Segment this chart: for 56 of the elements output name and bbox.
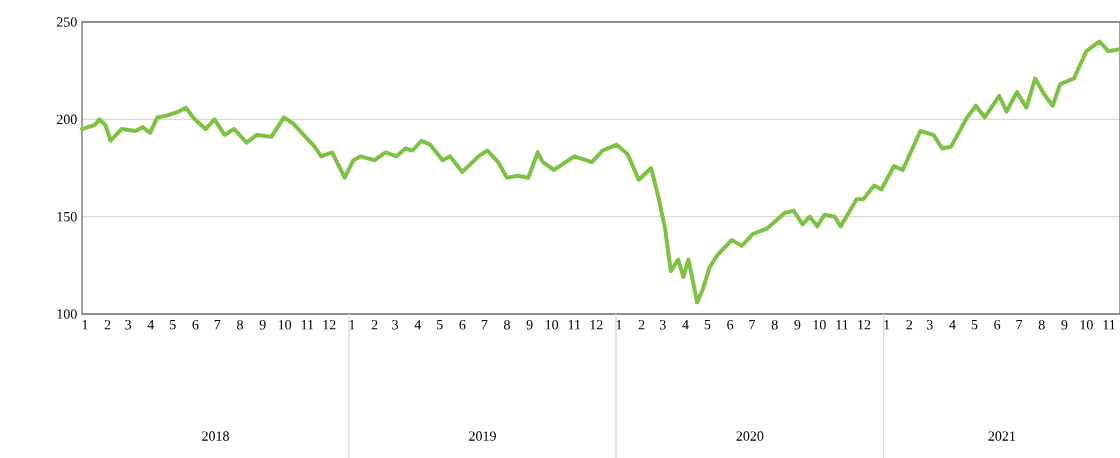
text: 2020 <box>736 431 764 441</box>
x-tick-label: 10 <box>813 320 826 330</box>
x-tick-label: 4 <box>682 320 689 330</box>
text: 2019 <box>469 431 496 441</box>
x-tick-label: 6 <box>459 320 466 330</box>
y-tick-label: 150 <box>57 211 77 222</box>
x-tick-label: 1 <box>616 320 622 330</box>
x-tick-label: 5 <box>971 320 978 330</box>
x-tick-label: 3 <box>926 320 933 330</box>
x-tick-label: 11 <box>836 320 848 330</box>
x-tick-label: 8 <box>237 320 243 330</box>
y-tick-label: 100 <box>57 309 77 319</box>
y-tick-label: 200 <box>56 114 77 125</box>
x-tick-label: 8 <box>771 320 778 330</box>
x-tick-label: 1 <box>884 320 890 330</box>
x-tick-label: 7 <box>481 320 488 330</box>
x-tick-label: 4 <box>414 320 422 330</box>
x-tick-label: 9 <box>1061 320 1068 330</box>
x-tick-label: 11 <box>1103 320 1115 330</box>
x-tick-label: 11 <box>301 320 314 330</box>
text: 2018 <box>202 431 229 441</box>
y-tick-label: 250 <box>56 17 77 27</box>
x-tick-label: 5 <box>170 320 176 330</box>
x-tick-label: 5 <box>704 320 711 330</box>
x-tick-label: 6 <box>727 320 734 330</box>
x-tick-label: 6 <box>192 320 199 330</box>
x-tick-label: 12 <box>590 320 603 330</box>
x-tick-label: 12 <box>858 320 871 330</box>
x-tick-label: 3 <box>659 320 666 330</box>
x-tick-label: 3 <box>125 320 132 330</box>
x-tick-label: 12 <box>323 320 336 330</box>
x-tick-label: 1 <box>82 320 88 330</box>
x-tick-label: 8 <box>1038 320 1045 330</box>
x-tick-label: 2 <box>638 320 645 330</box>
x-tick-label: 9 <box>794 320 801 330</box>
x-tick-label: 10 <box>545 320 559 330</box>
x-tick-label: 5 <box>437 320 443 330</box>
x-tick-label: 7 <box>1016 320 1023 330</box>
x-tick-label: 11 <box>568 320 581 330</box>
x-tick-label: 2 <box>371 320 378 330</box>
x-tick-label: 4 <box>949 320 956 330</box>
x-tick-label: 6 <box>994 320 1001 330</box>
x-tick-label: 2 <box>906 320 913 330</box>
x-tick-label: 10 <box>1080 320 1093 330</box>
x-tick-label: 2 <box>104 320 111 330</box>
x-tick-label: 9 <box>259 320 266 330</box>
x-tick-label: 9 <box>526 320 533 330</box>
x-tick-label: 10 <box>278 320 292 330</box>
x-tick-label: 7 <box>214 320 221 330</box>
x-tick-label: 8 <box>504 320 510 330</box>
x-tick-label: 4 <box>147 320 155 330</box>
x-tick-label: 3 <box>392 320 399 330</box>
x-tick-label: 7 <box>749 320 756 330</box>
x-tick-label: 1 <box>349 320 355 330</box>
line-series <box>80 39 1120 305</box>
text: 2021 <box>988 431 1016 441</box>
